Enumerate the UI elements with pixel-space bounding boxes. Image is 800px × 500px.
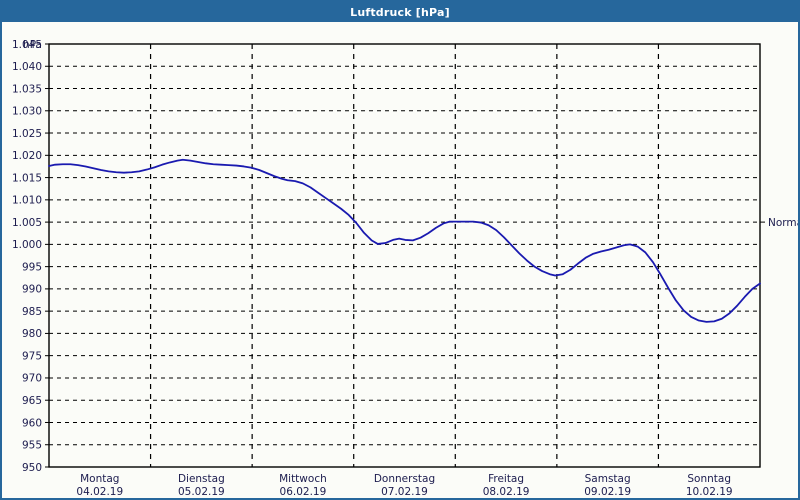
y-tick-label: 985 bbox=[22, 306, 42, 318]
x-axis-date-label: 06.02.19 bbox=[280, 486, 327, 498]
y-tick-label: 990 bbox=[22, 284, 42, 296]
y-tick-label: 955 bbox=[22, 440, 42, 452]
x-axis-date-label: 07.02.19 bbox=[381, 486, 428, 498]
x-axis-date-label: 04.02.19 bbox=[76, 486, 123, 498]
x-axis-weekday-label: Mittwoch bbox=[279, 473, 327, 485]
x-axis-date-label: 10.02.19 bbox=[686, 486, 733, 498]
y-tick-label: 980 bbox=[22, 328, 42, 340]
pressure-series bbox=[48, 158, 761, 323]
x-axis-date-label: 05.02.19 bbox=[178, 486, 225, 498]
y-tick-label: 970 bbox=[22, 373, 42, 385]
day-dividers-group bbox=[149, 44, 660, 467]
y-tick-label: 995 bbox=[22, 261, 42, 273]
y-tick-label: 1.020 bbox=[12, 150, 42, 162]
y-tick-label: 950 bbox=[22, 462, 42, 474]
x-axis-weekday-label: Freitag bbox=[488, 473, 524, 485]
y-tick-label: 1.010 bbox=[12, 195, 42, 207]
y-tick-label: 1.025 bbox=[12, 128, 42, 140]
y-axis-ticks bbox=[45, 43, 49, 468]
y-tick-label: 1.045 bbox=[12, 39, 42, 51]
y-tick-label: 1.005 bbox=[12, 217, 42, 229]
y-tick-label: 975 bbox=[22, 350, 42, 362]
y-axis-unit-label: hPa bbox=[23, 39, 42, 51]
x-axis-weekday-label: Sonntag bbox=[687, 473, 731, 485]
y-tick-label: 1.000 bbox=[12, 239, 42, 251]
pressure-line-chart: 1.045 1.040 1.035 1.030 1.025 1.020 1.015 1.010… bbox=[12, 39, 798, 498]
y-tick-label: 960 bbox=[22, 417, 42, 429]
gridlines-group bbox=[49, 43, 760, 468]
chart-canvas: 1.045 1.040 1.035 1.030 1.025 1.020 1.015 1.010… bbox=[2, 22, 798, 498]
window-title-bar: Luftdruck [hPa] bbox=[2, 2, 798, 22]
plot-frame bbox=[48, 43, 761, 468]
x-axis-weekday-label: Donnerstag bbox=[374, 473, 435, 485]
y-axis-labels: 1.045 1.040 1.035 1.030 1.025 1.020 1.015 1.010… bbox=[12, 39, 42, 474]
x-axis-weekday-label: Samstag bbox=[585, 473, 631, 485]
x-axis-weekday-label: Montag bbox=[80, 473, 119, 485]
y-tick-label: 1.040 bbox=[12, 61, 42, 73]
x-axis-date-label: 09.02.19 bbox=[584, 486, 631, 498]
normal-marker: Normal bbox=[760, 217, 798, 229]
x-axis-date-label: 08.02.19 bbox=[483, 486, 530, 498]
y-tick-label: 965 bbox=[22, 395, 42, 407]
y-tick-label: 1.035 bbox=[12, 83, 42, 95]
x-axis-weekday-label: Dienstag bbox=[178, 473, 225, 485]
page-title: Luftdruck [hPa] bbox=[350, 5, 450, 19]
pressure-curve bbox=[48, 158, 761, 323]
y-tick-label: 1.015 bbox=[12, 172, 42, 184]
normal-reference-label: Normal bbox=[768, 217, 798, 229]
y-tick-label: 1.030 bbox=[12, 106, 42, 118]
